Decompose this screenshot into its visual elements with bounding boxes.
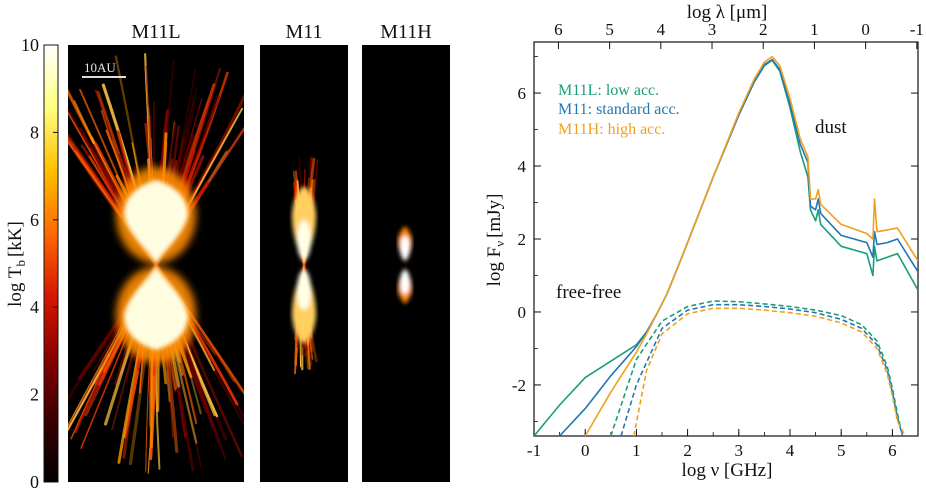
colorbar-tick-label: 6 [30, 210, 39, 230]
x-axis-label: log ν [GHz] [682, 460, 773, 481]
series-m11l-free-free [610, 300, 904, 436]
scale-bar [82, 76, 126, 78]
map-panel-m11h [362, 45, 450, 482]
series-m11h-free-free [633, 307, 906, 436]
x-tick-label: 6 [888, 441, 897, 460]
x-tick-label: 4 [786, 441, 795, 460]
colorbar-tick-label: 0 [30, 472, 39, 492]
x-tick-label: 5 [837, 441, 846, 460]
top-tick-label: 1 [810, 20, 819, 39]
top-tick-label: 3 [708, 20, 717, 39]
series-m11-free-free [620, 303, 904, 436]
legend-entry-m11h: M11H: high acc. [558, 121, 665, 138]
axes-ticks: -1 0 1 2 3 4 5 6 -2 0 2 4 6 6 5 4 3 2 1 0 -1 [512, 20, 924, 460]
map-panel-m11l: 10AU [68, 45, 244, 482]
top-tick-label: -1 [910, 20, 924, 39]
scale-bar-label: 10AU [84, 60, 116, 75]
y-tick-label: 6 [518, 84, 527, 103]
top-tick-label: 4 [657, 20, 666, 39]
series-m11h-total [584, 55, 918, 436]
panel-title-m11l: M11L [131, 21, 180, 43]
colorbar-tick-label: 10 [21, 35, 39, 55]
panel-title-m11: M11 [285, 21, 322, 43]
x-tick-label: 1 [632, 441, 641, 460]
x-tick-label: 2 [683, 441, 692, 460]
y-tick-label: 0 [518, 303, 527, 322]
y-tick-label: -2 [512, 376, 526, 395]
x-tick-label: 0 [581, 441, 590, 460]
panel-title-m11h: M11H [380, 21, 431, 43]
y-tick-label: 4 [518, 157, 527, 176]
colorbar [43, 44, 59, 483]
colorbar-tick-label: 4 [30, 297, 39, 317]
data-series [534, 55, 918, 436]
colorbar-tick-label: 2 [30, 385, 39, 405]
top-axis-label: log λ [μm] [687, 2, 768, 23]
temperature-maps: 0 2 4 6 8 10 log Tb[kK] M11L M11 M11H 10AU [5, 21, 450, 492]
colorbar-label: log Tb[kK] [5, 221, 28, 307]
top-tick-label: 5 [605, 20, 614, 39]
legend-entry-m11l: M11L: low acc. [558, 82, 659, 99]
y-tick-label: 2 [518, 230, 527, 249]
colorbar-ticks: 0 2 4 6 8 10 [21, 35, 58, 492]
top-tick-label: 2 [759, 20, 768, 39]
x-tick-label: -1 [527, 441, 541, 460]
map-panel-m11 [260, 45, 348, 482]
colorbar-tick-label: 8 [30, 122, 39, 142]
x-tick-label: 3 [735, 441, 744, 460]
y-axis-label: log Fν[mJy] [484, 194, 507, 287]
top-tick-label: 0 [861, 20, 870, 39]
annotation-dust: dust [815, 117, 847, 138]
legend: M11L: low acc. M11: standard acc. M11H: … [558, 82, 680, 138]
annotation-free-free: free-free [556, 282, 621, 303]
sed-plot: -1 0 1 2 3 4 5 6 -2 0 2 4 6 6 5 4 3 2 1 0 -1 log ν [GHz] log… [484, 2, 924, 481]
legend-entry-m11: M11: standard acc. [558, 101, 680, 118]
top-tick-label: 6 [554, 20, 563, 39]
